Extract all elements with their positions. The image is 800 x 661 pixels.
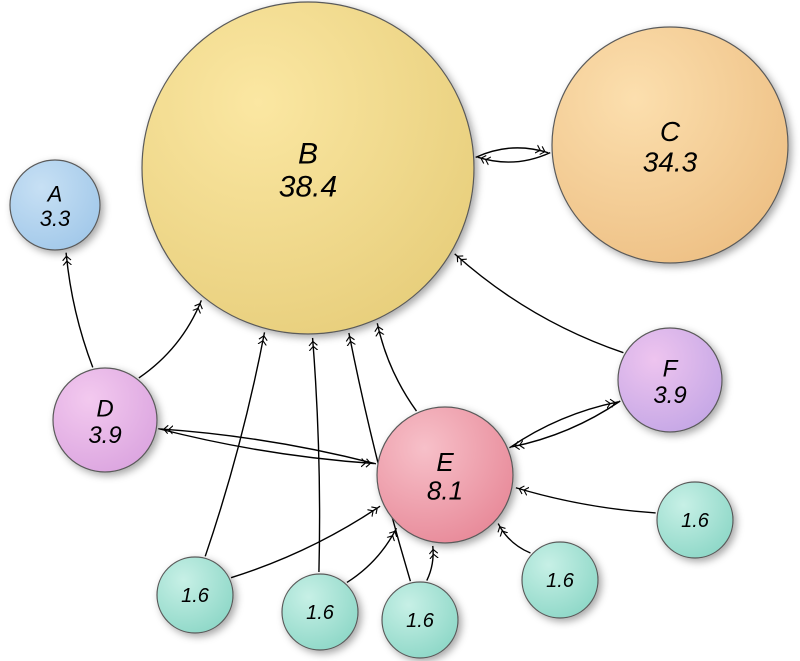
node-value-g3: 1.6 xyxy=(406,610,435,632)
node-label-C: C xyxy=(660,116,681,147)
node-value-E: 8.1 xyxy=(427,476,463,506)
nodes-layer: A3.3B38.4C34.3D3.9E8.1F3.91.61.61.61.61.… xyxy=(10,2,788,658)
edge-g4-E xyxy=(498,524,530,553)
node-D: D3.9 xyxy=(53,368,157,472)
node-value-g5: 1.6 xyxy=(681,510,710,532)
edge-C-B xyxy=(478,153,551,162)
node-value-g4: 1.6 xyxy=(546,570,575,592)
node-E: E8.1 xyxy=(377,407,513,543)
node-g1: 1.6 xyxy=(157,557,233,633)
node-g5: 1.6 xyxy=(657,482,733,558)
node-value-B: 38.4 xyxy=(279,171,337,204)
node-g4: 1.6 xyxy=(522,542,598,618)
node-label-E: E xyxy=(436,447,454,477)
edge-B-C xyxy=(476,148,549,157)
node-label-F: F xyxy=(663,355,679,382)
node-value-D: 3.9 xyxy=(88,422,121,449)
edge-g2-B xyxy=(313,338,320,572)
node-C: C34.3 xyxy=(552,27,788,263)
node-B: B38.4 xyxy=(142,2,474,334)
edge-g2-E xyxy=(347,528,397,582)
node-label-B: B xyxy=(298,138,318,171)
node-value-C: 34.3 xyxy=(643,147,698,178)
node-value-g1: 1.6 xyxy=(181,585,210,607)
edge-D-E xyxy=(158,429,374,464)
node-A: A3.3 xyxy=(10,160,100,250)
edge-F-E xyxy=(511,401,620,447)
node-value-F: 3.9 xyxy=(653,382,686,409)
edge-E-F xyxy=(509,402,618,448)
node-g2: 1.6 xyxy=(282,574,358,650)
edge-D-A xyxy=(66,253,93,368)
edge-g1-B xyxy=(205,332,264,556)
pagerank-graph: A3.3B38.4C34.3D3.9E8.1F3.91.61.61.61.61.… xyxy=(0,0,800,661)
edge-g3-E xyxy=(427,546,433,581)
edge-E-D xyxy=(160,429,376,464)
edge-E-B xyxy=(377,323,416,411)
node-value-g2: 1.6 xyxy=(306,602,335,624)
node-g3: 1.6 xyxy=(382,582,458,658)
node-label-A: A xyxy=(46,182,63,207)
node-value-A: 3.3 xyxy=(40,206,71,231)
node-label-D: D xyxy=(96,395,113,422)
edge-F-B xyxy=(455,254,624,353)
edge-D-B xyxy=(139,300,201,378)
edge-g1-E xyxy=(231,506,380,578)
edge-g5-E xyxy=(516,488,656,513)
node-F: F3.9 xyxy=(618,328,722,432)
